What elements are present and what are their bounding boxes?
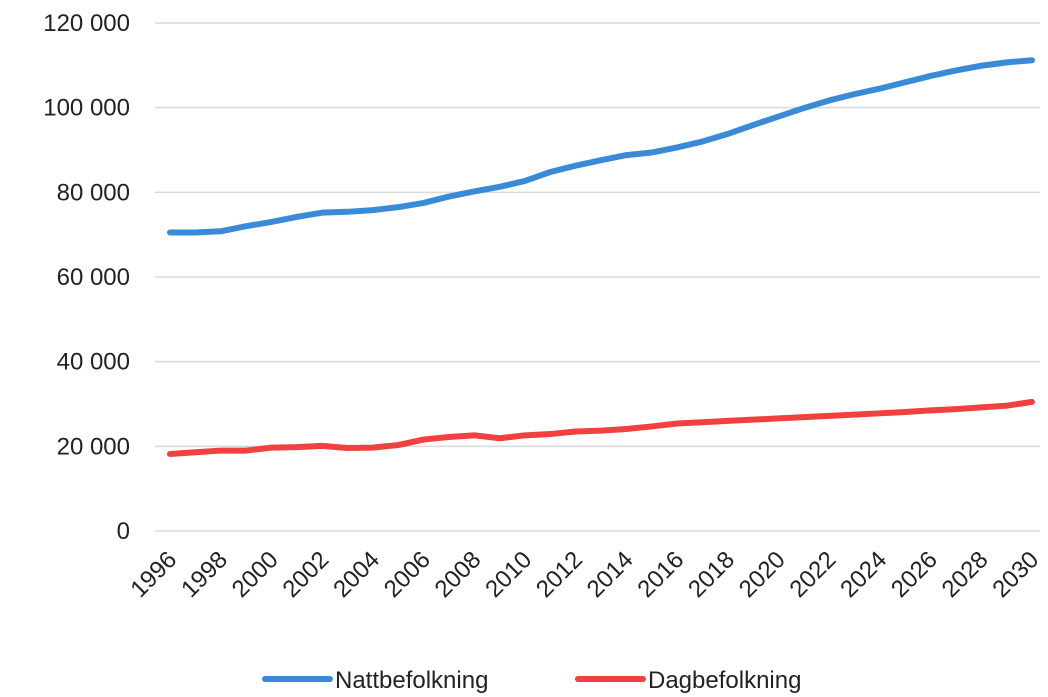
- x-tick-label: 2014: [582, 546, 639, 603]
- x-tick-label: 2030: [987, 546, 1044, 603]
- series-line: [167, 398, 1035, 457]
- y-tick-label: 80 000: [57, 179, 130, 206]
- y-tick-label: 100 000: [43, 95, 130, 122]
- legend-label: Nattbefolkning: [335, 667, 488, 694]
- x-tick-label: 2000: [227, 546, 284, 603]
- y-tick-label: 0: [117, 518, 130, 545]
- legend-label: Dagbefolkning: [648, 667, 801, 694]
- x-tick-label: 2004: [328, 546, 385, 603]
- y-tick-label: 40 000: [57, 349, 130, 376]
- x-tick-label: 1998: [176, 546, 233, 603]
- x-tick-label: 2002: [278, 546, 335, 603]
- x-tick-label: 2020: [734, 546, 791, 603]
- x-tick-label: 2022: [785, 546, 842, 603]
- y-tick-label: 60 000: [57, 264, 130, 291]
- y-tick-label: 120 000: [43, 10, 130, 37]
- y-tick-label: 20 000: [57, 433, 130, 460]
- x-tick-label: 2010: [480, 546, 537, 603]
- x-tick-label: 2018: [683, 546, 740, 603]
- x-tick-label: 2024: [835, 546, 892, 603]
- series-line: [167, 57, 1035, 236]
- x-tick-label: 2016: [632, 546, 689, 603]
- x-tick-label: 2028: [937, 546, 994, 603]
- x-tick-label: 2008: [430, 546, 487, 603]
- x-tick-label: 2006: [379, 546, 436, 603]
- x-tick-label: 2012: [531, 546, 588, 603]
- x-tick-label: 2026: [886, 546, 943, 603]
- x-tick-label: 1996: [125, 546, 182, 603]
